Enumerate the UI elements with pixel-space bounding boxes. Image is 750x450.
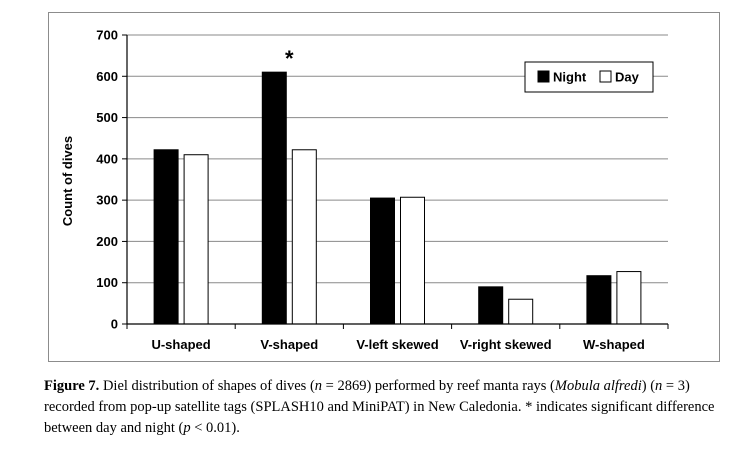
caption-p-variable: p xyxy=(183,420,191,436)
x-category-labels: U-shaped V-shaped V-left skewed V-right ske… xyxy=(151,337,644,352)
y-tick-labels: 0 100 200 300 400 500 600 700 xyxy=(96,28,118,332)
bar-day-v-shaped xyxy=(291,149,317,325)
x-category-label: W-shaped xyxy=(583,337,645,352)
annotations: * xyxy=(285,46,294,71)
bar-chart: 0 100 200 300 400 500 600 700 U-shaped V-shaped V… xyxy=(60,28,669,352)
legend-label-day: Day xyxy=(615,70,640,85)
legend: Night Day xyxy=(524,61,654,93)
bar-night-w-shaped xyxy=(586,275,612,325)
caption-n-variable-2: n xyxy=(655,378,663,394)
bars xyxy=(153,71,642,325)
caption-n-variable: n xyxy=(314,378,323,394)
bar-day-v-left-skewed xyxy=(400,196,425,325)
x-category-label: U-shaped xyxy=(151,337,210,352)
caption-text-4: = 3) recorded from pop-up satellite tags… xyxy=(44,378,715,436)
caption-species-name: Mobula alfredi xyxy=(554,378,642,394)
caption-text-2: = 2869) performed by reef manta rays ( xyxy=(322,378,555,394)
x-category-label: V-shaped xyxy=(260,337,318,352)
figure-caption: Figure 7. Diel distribution of shapes of… xyxy=(44,376,734,439)
x-category-label: V-right skewed xyxy=(460,337,552,352)
y-tick-label: 300 xyxy=(96,193,118,208)
y-tick-label: 100 xyxy=(96,275,118,290)
legend-swatch-night xyxy=(537,70,550,83)
y-tick-label: 500 xyxy=(96,110,118,125)
bar-day-w-shaped xyxy=(616,271,642,325)
bar-night-v-right-skewed xyxy=(478,286,504,325)
y-tick-label: 700 xyxy=(96,28,118,43)
y-tick-label: 400 xyxy=(96,151,118,166)
y-tick-label: 600 xyxy=(96,69,118,84)
bar-night-v-left-skewed xyxy=(370,197,395,325)
figure-label: Figure 7. xyxy=(44,378,100,394)
caption-text-3: ) ( xyxy=(641,378,656,394)
bar-night-u-shaped xyxy=(153,149,179,325)
caption-text-1: Diel distribution of shapes of dives ( xyxy=(99,378,315,394)
y-tick-label: 200 xyxy=(96,234,118,249)
legend-swatch-day xyxy=(599,70,612,83)
legend-label-night: Night xyxy=(553,70,587,85)
axes xyxy=(122,34,669,329)
gridlines xyxy=(127,34,668,284)
caption-text-5: < 0.01). xyxy=(190,420,240,436)
y-axis-label: Count of dives xyxy=(60,136,75,226)
bar-night-v-shaped xyxy=(261,71,287,325)
significance-marker: * xyxy=(285,46,294,71)
bar-day-v-right-skewed xyxy=(508,298,534,325)
x-category-label: V-left skewed xyxy=(356,337,438,352)
figure-frame xyxy=(48,12,720,362)
y-tick-label: 0 xyxy=(111,317,118,332)
bar-day-u-shaped xyxy=(183,154,209,325)
